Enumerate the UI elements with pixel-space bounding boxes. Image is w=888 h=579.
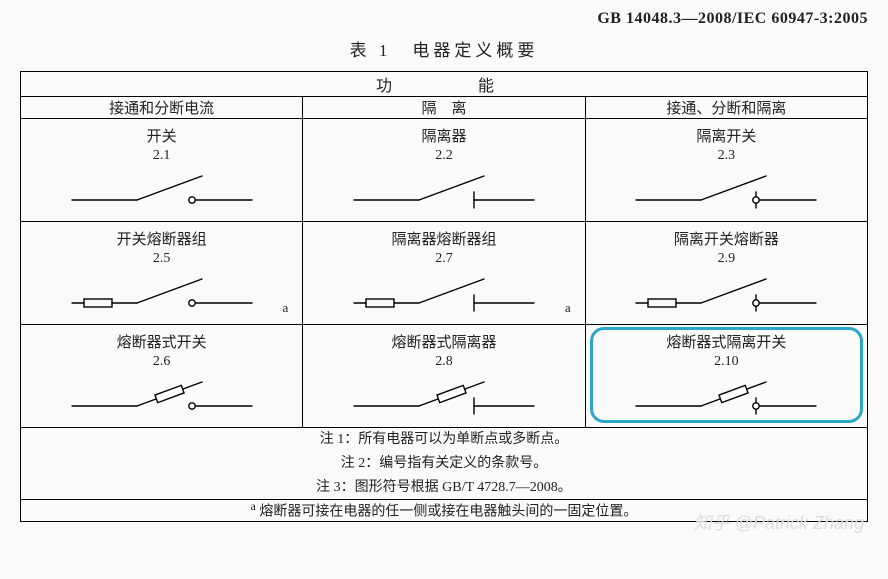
- device-name: 熔断器式开关: [25, 331, 298, 352]
- device-cell: 熔断器式隔离器 2.8: [303, 325, 585, 428]
- clause-number: 2.8: [307, 354, 580, 370]
- definition-table: 功 能 接通和分断电流隔 离接通、分断和隔离 开关 2.1 隔离器 2.2 隔离开关…: [20, 71, 868, 522]
- clause-number: 2.1: [25, 148, 298, 164]
- clause-number: 2.9: [590, 251, 863, 267]
- device-name: 隔离开关: [590, 125, 863, 146]
- device-cell: 熔断器式开关 2.6: [21, 325, 303, 428]
- device-name: 隔离开关熔断器: [590, 228, 863, 249]
- footnote-ref: a: [283, 300, 289, 316]
- device-cell: 隔离器 2.2: [303, 119, 585, 222]
- clause-number: 2.10: [590, 354, 863, 370]
- clause-number: 2.6: [25, 354, 298, 370]
- device-name: 开关: [25, 125, 298, 146]
- device-name: 熔断器式隔离器: [307, 331, 580, 352]
- clause-number: 2.2: [307, 148, 580, 164]
- column-header: 接通和分断电流: [21, 97, 303, 119]
- device-cell: 熔断器式隔离开关 2.10: [585, 325, 867, 428]
- table-title: 表 1 电器定义概要: [20, 36, 868, 61]
- device-cell: 开关熔断器组 2.5 a: [21, 222, 303, 325]
- device-name: 隔离器熔断器组: [307, 228, 580, 249]
- clause-number: 2.3: [590, 148, 863, 164]
- function-header: 功 能: [21, 72, 868, 97]
- footnote-mark: a: [251, 500, 256, 513]
- standard-code: GB 14048.3—2008/IEC 60947-3:2005: [20, 10, 868, 28]
- footnote-ref: a: [565, 300, 571, 316]
- clause-number: 2.7: [307, 251, 580, 267]
- note-line: 注 2：编号指有关定义的条款号。: [21, 452, 867, 476]
- device-name: 隔离器: [307, 125, 580, 146]
- clause-number: 2.5: [25, 251, 298, 267]
- device-cell: 开关 2.1: [21, 119, 303, 222]
- device-cell: 隔离开关 2.3: [585, 119, 867, 222]
- column-header: 隔 离: [303, 97, 585, 119]
- note-line: 注 1：所有电器可以为单断点或多断点。: [21, 428, 867, 452]
- footnote-text: 熔断器可接在电器的任一侧或接在电器触头间的一固定位置。: [259, 505, 637, 520]
- notes-cell: 注 1：所有电器可以为单断点或多断点。注 2：编号指有关定义的条款号。注 3：图…: [21, 428, 868, 500]
- device-name: 熔断器式隔离开关: [590, 331, 863, 352]
- device-cell: 隔离器熔断器组 2.7 a: [303, 222, 585, 325]
- column-header: 接通、分断和隔离: [585, 97, 867, 119]
- footnote-cell: a 熔断器可接在电器的任一侧或接在电器触头间的一固定位置。: [21, 500, 868, 522]
- device-name: 开关熔断器组: [25, 228, 298, 249]
- note-line: 注 3：图形符号根据 GB/T 4728.7—2008。: [21, 476, 867, 500]
- device-cell: 隔离开关熔断器 2.9: [585, 222, 867, 325]
